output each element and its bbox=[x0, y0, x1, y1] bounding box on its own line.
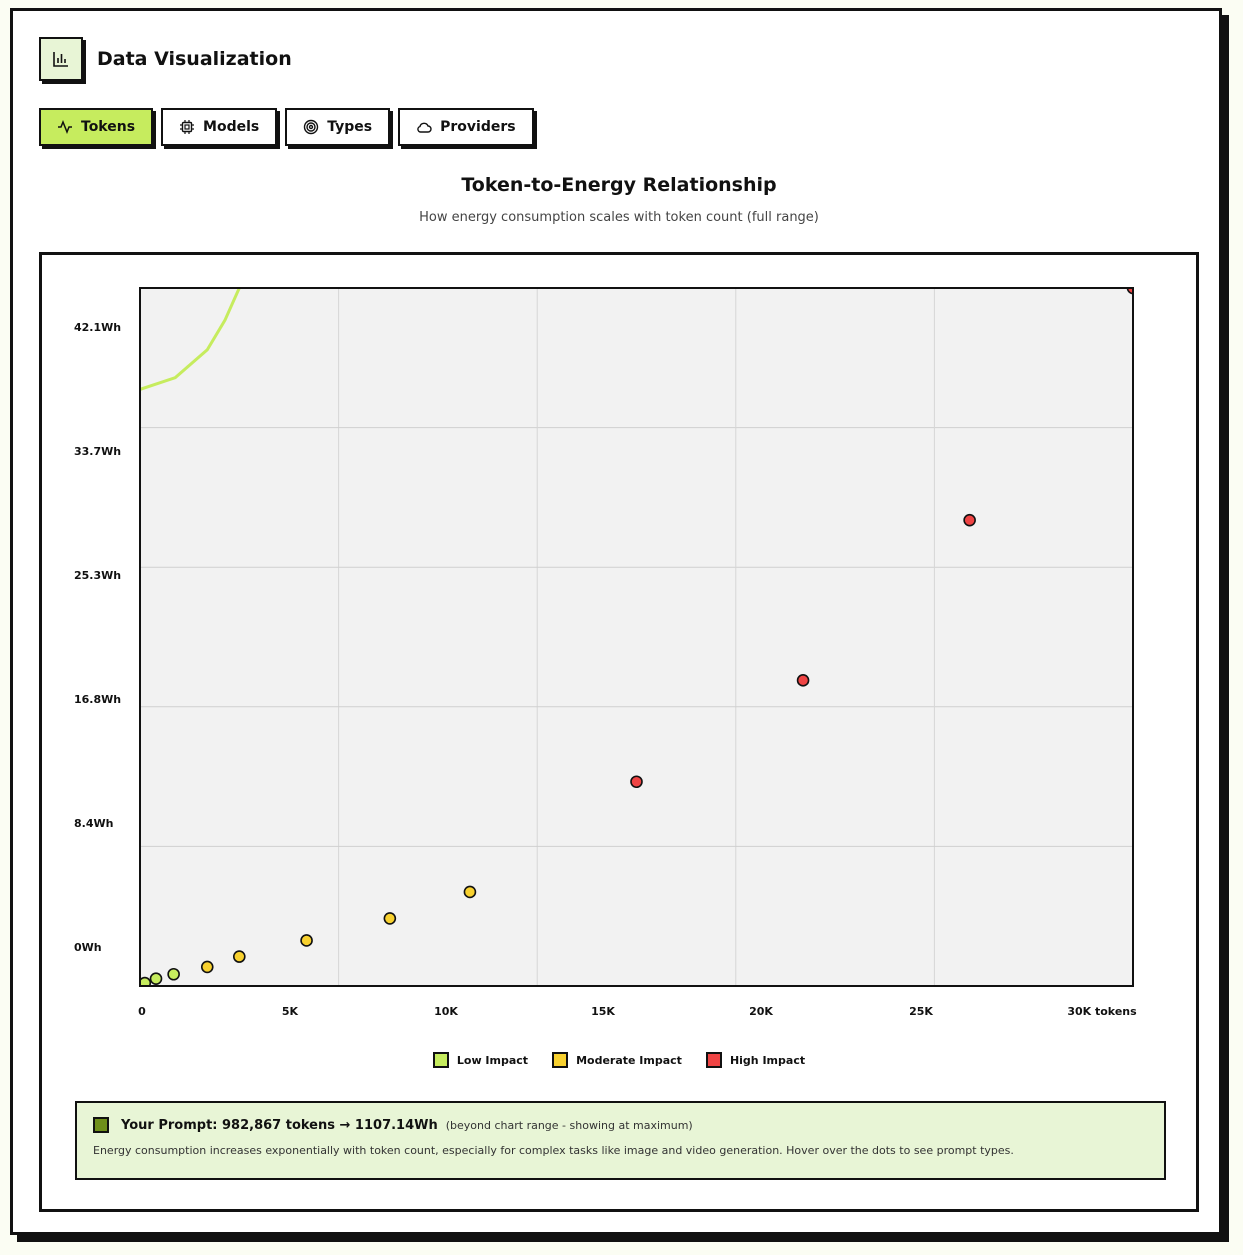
x-tick-label: 0 bbox=[138, 1005, 146, 1018]
chart-legend: Low Impact Moderate Impact High Impact bbox=[42, 1052, 1196, 1068]
chart-title: Token-to-Energy Relationship bbox=[461, 174, 777, 196]
page-title: Data Visualization bbox=[97, 48, 292, 70]
x-tick-label: 5K bbox=[282, 1005, 299, 1018]
scatter-plot: 42.1Wh 33.7Wh 25.3Wh 16.8Wh 8.4Wh 0Wh 0 5K 10K 15… bbox=[74, 287, 1137, 1018]
x-tick-label: 25K bbox=[909, 1005, 933, 1018]
tab-providers-label: Providers bbox=[440, 119, 516, 135]
prompt-swatch bbox=[93, 1117, 109, 1133]
y-tick-label: 16.8Wh bbox=[74, 693, 121, 706]
data-point-high-impact bbox=[630, 775, 643, 789]
tab-bar: Tokens Models Types Providers bbox=[39, 108, 542, 146]
x-tick-label: 30K tokens bbox=[1067, 1005, 1137, 1018]
plot-frame bbox=[139, 287, 1134, 987]
prompt-description: Energy consumption increases exponential… bbox=[93, 1144, 1014, 1157]
cloud-icon bbox=[417, 122, 432, 133]
tab-types[interactable]: Types bbox=[285, 108, 391, 146]
y-tick-label: 0Wh bbox=[74, 941, 102, 954]
data-point-high-impact bbox=[1126, 288, 1133, 295]
legend-swatch-low bbox=[432, 1052, 449, 1068]
tab-providers[interactable]: Providers bbox=[398, 108, 534, 146]
tab-models[interactable]: Models bbox=[161, 108, 278, 146]
target-icon bbox=[304, 119, 319, 135]
prompt-range-note: (beyond chart range - showing at maximum… bbox=[445, 1118, 693, 1132]
data-point-moderate-impact bbox=[200, 960, 214, 974]
header: Data Visualization bbox=[39, 37, 292, 81]
tab-tokens-label: Tokens bbox=[81, 119, 136, 135]
legend-item-moderate: Moderate Impact bbox=[552, 1052, 682, 1068]
data-point-low-impact bbox=[149, 972, 163, 985]
x-tick-label: 10K bbox=[434, 1005, 458, 1018]
legend-label-high: High Impact bbox=[729, 1053, 806, 1067]
data-point-high-impact bbox=[963, 513, 976, 527]
cpu-icon bbox=[180, 120, 195, 134]
data-point-moderate-impact bbox=[383, 912, 397, 925]
plot-area bbox=[140, 288, 1133, 986]
y-tick-label: 33.7Wh bbox=[74, 445, 121, 458]
y-tick-label: 8.4Wh bbox=[74, 817, 113, 830]
legend-swatch-moderate bbox=[552, 1052, 569, 1068]
chart-subtitle: How energy consumption scales with token… bbox=[419, 210, 819, 225]
data-point-moderate-impact bbox=[300, 934, 313, 947]
legend-swatch-high bbox=[705, 1052, 722, 1068]
data-point-high-impact bbox=[796, 674, 810, 687]
tab-types-label: Types bbox=[327, 119, 373, 135]
tab-models-label: Models bbox=[203, 119, 260, 135]
tab-tokens[interactable]: Tokens bbox=[39, 108, 154, 146]
x-tick-label: 15K bbox=[591, 1005, 615, 1018]
y-tick-label: 25.3Wh bbox=[74, 569, 121, 582]
trend-curve bbox=[140, 288, 241, 391]
legend-label-moderate: Moderate Impact bbox=[576, 1053, 682, 1067]
data-point-low-impact bbox=[140, 976, 152, 986]
bar-chart-icon bbox=[39, 37, 83, 81]
prompt-summary: Your Prompt: 982,867 tokens → 1107.14Wh bbox=[121, 1117, 438, 1133]
data-point-moderate-impact bbox=[233, 950, 246, 963]
activity-icon bbox=[58, 119, 72, 135]
data-point-low-impact bbox=[167, 967, 180, 981]
data-point-moderate-impact bbox=[463, 885, 477, 899]
y-tick-label: 42.1Wh bbox=[74, 321, 121, 334]
prompt-info-box: Your Prompt: 982,867 tokens → 1107.14Wh … bbox=[75, 1101, 1166, 1180]
legend-item-low: Low Impact bbox=[432, 1052, 529, 1068]
visualization-card: Data Visualization Tokens Models Types bbox=[10, 8, 1222, 1235]
legend-label-low: Low Impact bbox=[456, 1053, 529, 1067]
legend-item-high: High Impact bbox=[705, 1052, 806, 1068]
chart-container: 42.1Wh 33.7Wh 25.3Wh 16.8Wh 8.4Wh 0Wh 0 5K 10K 15… bbox=[39, 252, 1199, 1212]
x-tick-label: 20K bbox=[749, 1005, 773, 1018]
